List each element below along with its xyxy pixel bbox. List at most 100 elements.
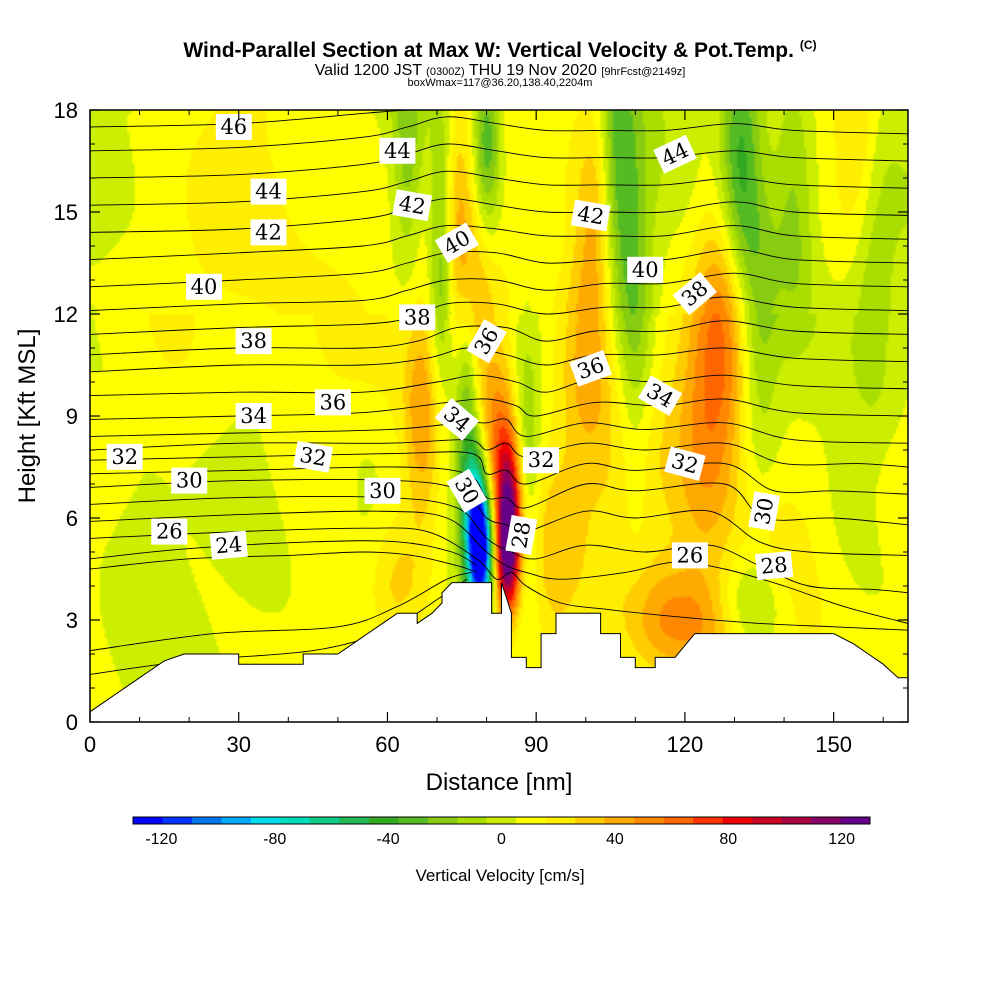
contour-label: 44	[250, 178, 287, 205]
theta-contour-line	[90, 224, 908, 261]
contour-label-text: 42	[255, 220, 282, 244]
colorbar-swatch	[840, 817, 871, 824]
contour-label-box	[434, 397, 480, 441]
colorbar-frame	[132, 816, 871, 825]
y-axis-label: Height [Kft MSL]	[14, 329, 41, 504]
contour-label-text: 38	[404, 305, 431, 329]
contour-label-text: 32	[528, 448, 555, 472]
colorbar-tick-label: 40	[606, 831, 624, 848]
colorbar-swatch	[339, 817, 370, 824]
colorbar-swatch	[368, 817, 399, 824]
contour-label: 32	[523, 447, 560, 474]
contour-label-text: 36	[320, 390, 347, 414]
theta-contour-line	[90, 540, 477, 566]
contour-label-box	[314, 389, 351, 416]
contour-label: 46	[215, 114, 252, 140]
terrain-mask	[89, 582, 909, 723]
contour-label-text: 26	[677, 543, 704, 567]
theta-contour-line	[90, 510, 908, 624]
contour-label-box	[523, 447, 560, 474]
colorbar-swatch	[634, 817, 664, 824]
contour-label: 26	[671, 542, 708, 569]
contour-label-box	[209, 530, 248, 560]
theta-contour-line	[90, 418, 908, 444]
contour-label: 40	[434, 222, 479, 263]
y-tick-label: 6	[66, 506, 78, 531]
contour-label-box	[671, 542, 708, 569]
contour-label-box	[434, 222, 479, 263]
colorbar-swatch	[427, 817, 458, 824]
x-tick-label: 150	[815, 732, 852, 757]
colorbar-tick-label: -80	[263, 831, 286, 848]
colorbar-swatch	[398, 817, 429, 824]
contour-label: 34	[235, 403, 272, 429]
contour-label-text: 32	[298, 443, 328, 471]
forecast-info: [9hrFcst@2149z]	[601, 66, 686, 78]
contour-label-box	[627, 256, 664, 283]
contour-label-text: 28	[760, 552, 789, 578]
contour-label: 42	[250, 219, 287, 246]
contour-label-text: 40	[191, 275, 218, 299]
contour-label-box	[748, 491, 781, 532]
copyright-mark: (C)	[799, 38, 817, 52]
contour-label: 40	[627, 256, 664, 283]
x-tick-label: 30	[226, 732, 250, 757]
colorbar-swatch	[133, 817, 163, 824]
theta-contour-line	[90, 571, 472, 652]
contour-label: 36	[314, 389, 351, 416]
y-tick-label: 0	[66, 710, 78, 735]
contour-label: 30	[171, 467, 208, 494]
contour-label-box	[664, 446, 706, 481]
valid-date: THU 19 Nov 2020	[468, 62, 597, 79]
contour-label-text: 38	[240, 329, 267, 353]
contour-label-box	[250, 219, 287, 246]
colorbar-swatch	[693, 817, 723, 824]
contour-label-box	[293, 440, 334, 473]
chart-title: Wind-Parallel Section at Max W: Vertical…	[0, 38, 1000, 63]
contour-label: 30	[748, 491, 781, 532]
colorbar-swatch	[752, 817, 782, 824]
theta-contour-line	[90, 197, 908, 233]
contour-label-box	[151, 518, 188, 545]
x-tick-label: 0	[84, 732, 96, 757]
colorbar-swatch	[781, 817, 812, 824]
contour-label-text: 30	[369, 479, 396, 503]
contour-label-box	[446, 468, 488, 513]
contour-label-box	[250, 178, 287, 205]
theta-contour-line	[90, 248, 908, 288]
contour-label-text: 26	[156, 520, 183, 544]
colorbar-tick-label: 80	[719, 831, 737, 848]
colorbar-swatch	[663, 817, 694, 824]
theta-contour-line	[90, 347, 908, 373]
contour-label-box	[399, 304, 436, 331]
contour-label: 44	[379, 137, 416, 164]
contour-label-box	[570, 199, 611, 232]
contour-label: 40	[186, 273, 222, 300]
contour-label-text: 40	[632, 258, 659, 282]
colorbar-swatch	[280, 817, 311, 824]
x-tick-label: 90	[524, 732, 548, 757]
x-tick-label: 120	[667, 732, 704, 757]
colorbar-swatch	[575, 817, 605, 824]
y-tick-label: 18	[54, 98, 78, 123]
theta-contour-line	[90, 110, 408, 128]
colorbar-label: Vertical Velocity [cm/s]	[415, 866, 584, 885]
contour-label-text: 44	[384, 139, 411, 163]
contour-label-box	[672, 272, 717, 316]
colorbar-swatch	[162, 817, 193, 824]
contour-label-box	[638, 375, 683, 416]
contour-label-box	[379, 137, 416, 164]
contour-label-box	[235, 328, 272, 355]
colorbar-swatch	[221, 817, 252, 824]
contour-label: 42	[570, 199, 611, 232]
theta-contour-line	[90, 143, 908, 179]
theta-contour-line	[90, 398, 908, 420]
colorbar-swatch	[309, 817, 340, 824]
contour-label-box	[755, 551, 794, 581]
contour-label-box	[653, 134, 697, 174]
theta-contour-line	[90, 170, 908, 206]
contour-label: 38	[235, 328, 272, 355]
contour-label: 30	[364, 477, 401, 504]
